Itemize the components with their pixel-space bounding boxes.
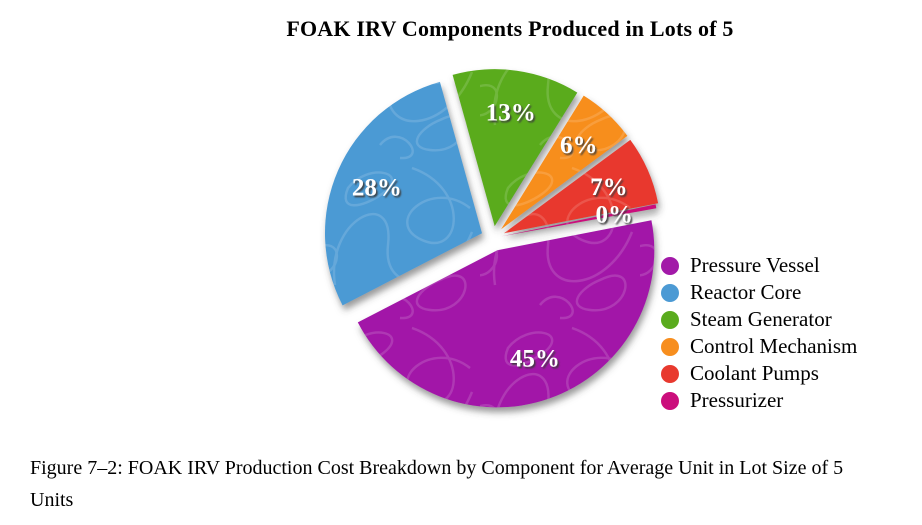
legend-swatch-icon	[661, 337, 679, 356]
legend-label: Pressure Vessel	[690, 253, 820, 277]
pct-label-coolant-pumps: 7%	[590, 174, 628, 201]
legend-swatch-icon	[661, 310, 679, 329]
legend: Pressure Vessel Reactor Core Steam Generat…	[661, 252, 857, 414]
pct-label-pressure-vessel: 45%	[510, 346, 560, 373]
pct-label-pressurizer: 0%	[596, 201, 634, 228]
legend-label: Reactor Core	[690, 280, 802, 304]
pie-slice-reactor-core	[324, 81, 482, 306]
pct-label-steam-generator: 13%	[486, 100, 536, 127]
legend-label: Control Mechanism	[690, 334, 858, 358]
pie-slice-steam-generator	[452, 69, 578, 227]
legend-swatch-icon	[661, 364, 679, 383]
chart-title: FOAK IRV Components Produced in Lots of …	[286, 16, 734, 41]
legend-item-control-mechanism: Control Mechanism	[661, 333, 857, 360]
figure-caption: Figure 7–2: FOAK IRV Production Cost Bre…	[30, 457, 844, 511]
pie-slice-pressurizer	[501, 204, 657, 237]
legend-item-reactor-core: Reactor Core	[661, 279, 857, 306]
legend-label: Pressurizer	[690, 388, 784, 412]
pie-slice-control-mechanism	[501, 95, 628, 230]
pct-label-reactor-core: 28%	[352, 174, 402, 201]
legend-item-steam-generator: Steam Generator	[661, 306, 857, 333]
pct-label-control-mechanism: 6%	[560, 132, 598, 159]
pie-slice-pressure-vessel	[357, 220, 655, 408]
legend-swatch-icon	[661, 391, 679, 410]
legend-label: Coolant Pumps	[690, 361, 819, 385]
legend-item-pressure-vessel: Pressure Vessel	[661, 252, 857, 279]
legend-item-pressurizer: Pressurizer	[661, 387, 857, 414]
legend-swatch-icon	[661, 283, 679, 302]
legend-item-coolant-pumps: Coolant Pumps	[661, 360, 857, 387]
legend-label: Steam Generator	[690, 307, 832, 331]
legend-swatch-icon	[661, 256, 679, 275]
pie-slice-coolant-pumps	[504, 139, 659, 234]
